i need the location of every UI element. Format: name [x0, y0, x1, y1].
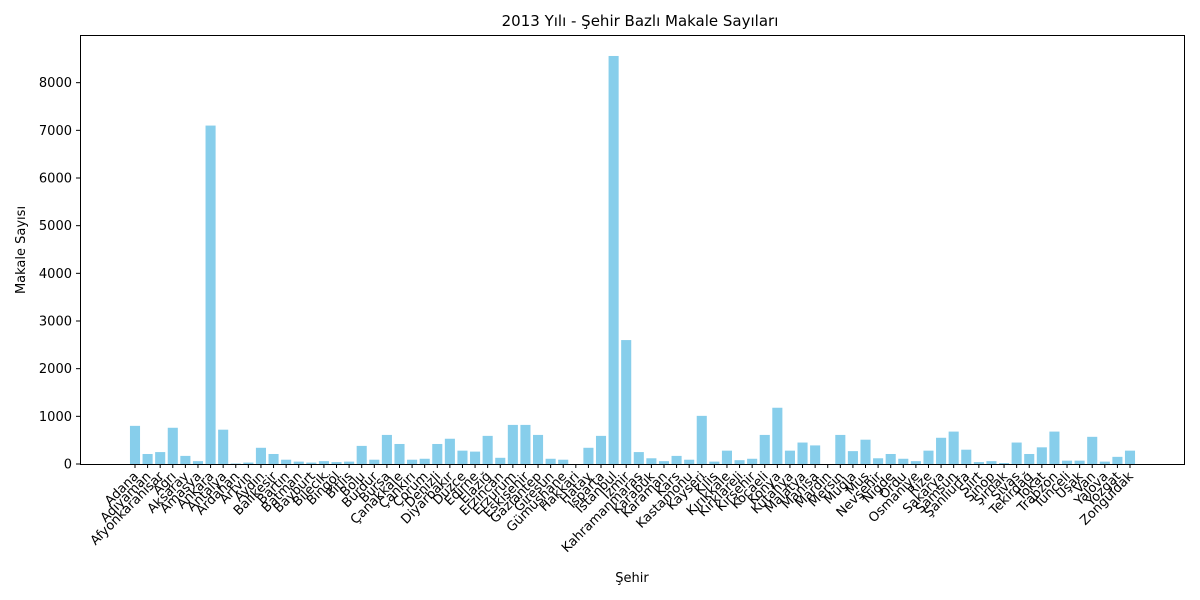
chart-title: 2013 Yılı - Şehir Bazlı Makale Sayıları — [502, 12, 779, 30]
bar-56 — [835, 434, 846, 464]
bar-25 — [444, 438, 455, 464]
bar-59 — [873, 458, 884, 464]
bar-26 — [457, 450, 468, 464]
bar-69 — [999, 463, 1010, 464]
bar-34 — [558, 459, 569, 464]
bar-61 — [898, 458, 909, 464]
bar-45 — [696, 415, 707, 464]
x-axis-label: Şehir — [615, 571, 649, 586]
bar-48 — [734, 460, 745, 464]
bar-32 — [533, 434, 544, 464]
bar-74 — [1061, 460, 1073, 464]
bar-42 — [658, 461, 670, 464]
bar-6 — [205, 125, 216, 464]
y-axis-label: Makale Sayısı — [14, 206, 29, 294]
bar-19 — [369, 459, 380, 464]
y-tick-label-6: 6000 — [39, 172, 72, 187]
bar-37 — [595, 435, 607, 464]
bar-49 — [747, 458, 758, 464]
y-tick-label-8: 8000 — [39, 76, 72, 91]
bar-2 — [155, 452, 166, 464]
bar-38 — [608, 55, 619, 464]
bar-57 — [847, 451, 858, 464]
bar-79 — [1124, 450, 1136, 464]
bar-15 — [318, 461, 329, 464]
bar-67 — [973, 462, 984, 464]
bar-51 — [772, 407, 783, 464]
bar-4 — [180, 455, 191, 464]
bar-18 — [356, 445, 367, 464]
bar-78 — [1112, 456, 1123, 464]
bar-24 — [432, 443, 443, 464]
bar-68 — [986, 461, 997, 464]
y-ticks-layer: 0 1000 2000 3000 4000 5000 6000 7000 8000 — [39, 76, 80, 473]
bar-13 — [293, 461, 304, 464]
bar-29 — [495, 457, 506, 464]
y-tick-label-1: 1000 — [39, 410, 72, 425]
y-tick-label-0: 0 — [64, 458, 72, 473]
bar-70 — [1011, 442, 1022, 464]
bar-65 — [948, 431, 959, 464]
bar-1 — [142, 453, 153, 464]
bar-43 — [671, 455, 682, 464]
bar-9 — [243, 462, 254, 464]
bar-40 — [633, 452, 644, 464]
bar-20 — [381, 434, 392, 464]
x-ticks-layer: AdanaAdıyamanAfyonkarahisarAğrıAksarayAm… — [88, 464, 1137, 556]
bar-16 — [331, 462, 342, 464]
bar-77 — [1099, 461, 1110, 464]
bar-76 — [1087, 436, 1098, 464]
bar-41 — [646, 458, 657, 464]
bar-3 — [167, 427, 178, 464]
bar-33 — [545, 458, 556, 464]
bar-30 — [507, 424, 518, 464]
bar-17 — [344, 461, 355, 464]
bar-62 — [910, 461, 921, 464]
bar-53 — [797, 442, 808, 464]
bar-5 — [192, 461, 204, 464]
bar-14 — [306, 462, 317, 464]
bar-46 — [709, 461, 720, 464]
bar-0 — [129, 425, 141, 464]
bar-22 — [407, 459, 418, 464]
y-tick-label-4: 4000 — [39, 267, 72, 282]
bar-63 — [923, 450, 934, 464]
y-tick-label-3: 3000 — [39, 315, 72, 330]
bar-31 — [520, 424, 531, 464]
bar-73 — [1049, 431, 1060, 464]
bar-71 — [1024, 453, 1035, 464]
bar-54 — [810, 445, 821, 464]
y-tick-label-2: 2000 — [39, 362, 72, 377]
bar-60 — [885, 453, 896, 464]
plot-frame — [80, 35, 1185, 465]
bar-12 — [281, 459, 292, 464]
y-tick-label-5: 5000 — [39, 219, 72, 234]
bar-39 — [621, 340, 632, 464]
bar-64 — [936, 437, 947, 464]
bar-52 — [784, 450, 795, 464]
bar-47 — [721, 450, 732, 464]
y-tick-label-7: 7000 — [39, 124, 72, 139]
bar-23 — [419, 458, 430, 464]
bars-layer — [129, 55, 1136, 464]
bar-44 — [684, 459, 695, 464]
bar-7 — [218, 429, 229, 464]
bar-58 — [860, 439, 871, 464]
bar-75 — [1074, 460, 1085, 464]
bar-50 — [759, 434, 770, 464]
bar-27 — [470, 451, 481, 464]
bar-28 — [482, 435, 493, 464]
bar-66 — [961, 449, 972, 464]
bar-72 — [1036, 447, 1047, 464]
bar-36 — [583, 447, 594, 464]
bar-21 — [394, 443, 405, 464]
bar-10 — [255, 447, 266, 464]
bar-11 — [268, 453, 279, 464]
